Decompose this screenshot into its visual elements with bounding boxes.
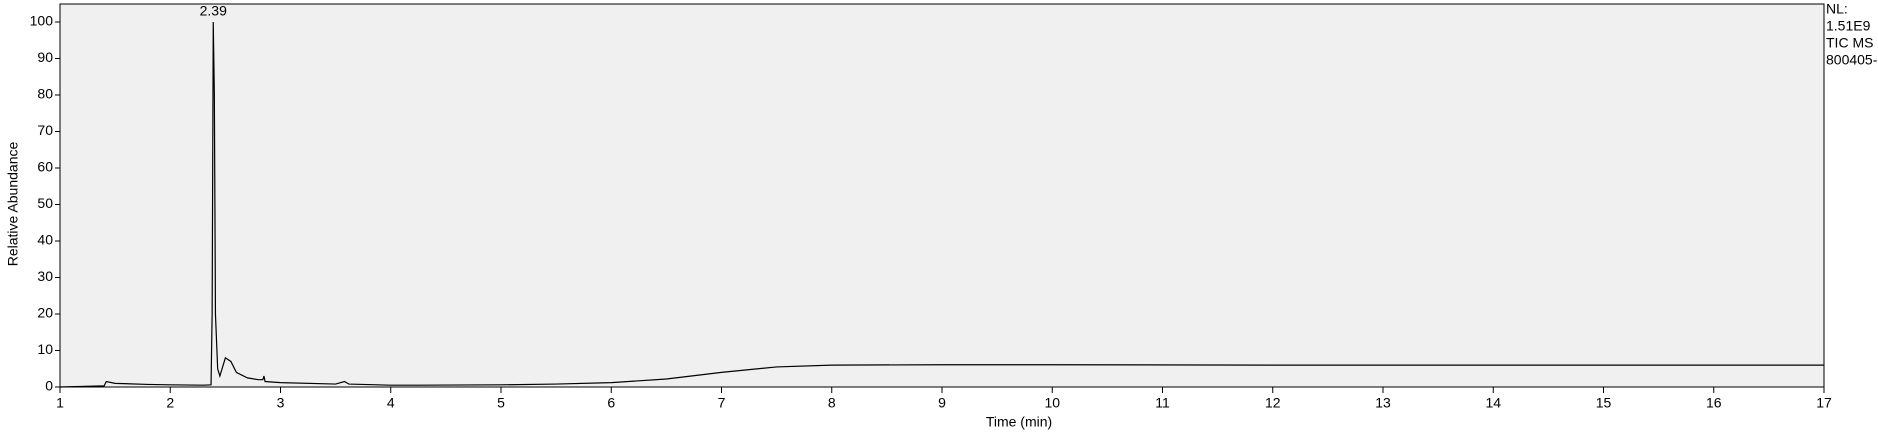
info-label: TIC MS bbox=[1826, 35, 1873, 51]
x-tick-label: 15 bbox=[1596, 395, 1612, 411]
x-tick-label: 9 bbox=[938, 395, 946, 411]
info-label: 1.51E9 bbox=[1826, 18, 1871, 34]
x-tick-label: 16 bbox=[1706, 395, 1722, 411]
y-tick-label: 80 bbox=[37, 86, 53, 102]
y-tick-label: 90 bbox=[37, 49, 53, 65]
y-tick-label: 0 bbox=[45, 378, 53, 394]
x-tick-label: 14 bbox=[1485, 395, 1501, 411]
x-tick-label: 3 bbox=[277, 395, 285, 411]
y-tick-label: 10 bbox=[37, 341, 53, 357]
y-tick-label: 100 bbox=[30, 13, 54, 29]
x-tick-label: 8 bbox=[828, 395, 836, 411]
x-tick-label: 13 bbox=[1375, 395, 1391, 411]
x-tick-label: 17 bbox=[1816, 395, 1832, 411]
y-tick-label: 30 bbox=[37, 268, 53, 284]
peak-label: 2.39 bbox=[200, 3, 227, 19]
x-tick-label: 5 bbox=[497, 395, 505, 411]
x-tick-label: 6 bbox=[607, 395, 615, 411]
plot-area bbox=[59, 3, 1825, 388]
x-tick-label: 11 bbox=[1155, 395, 1170, 411]
info-label: 800405- bbox=[1826, 52, 1878, 68]
y-tick-label: 60 bbox=[37, 159, 53, 175]
y-tick-label: 40 bbox=[37, 232, 53, 248]
x-tick-label: 2 bbox=[166, 395, 174, 411]
y-tick-label: 70 bbox=[37, 122, 53, 138]
x-tick-label: 7 bbox=[718, 395, 726, 411]
x-tick-label: 12 bbox=[1265, 395, 1281, 411]
y-tick-label: 20 bbox=[37, 305, 53, 321]
x-tick-label: 1 bbox=[56, 395, 64, 411]
trace bbox=[59, 21, 1824, 388]
y-tick-label: 50 bbox=[37, 195, 53, 211]
x-tick-label: 4 bbox=[387, 395, 395, 411]
x-tick-label: 10 bbox=[1044, 395, 1060, 411]
x-axis-label: Time (min) bbox=[986, 414, 1052, 430]
y-axis-label: Relative Abundance bbox=[5, 142, 21, 267]
info-label: NL: bbox=[1826, 1, 1848, 17]
